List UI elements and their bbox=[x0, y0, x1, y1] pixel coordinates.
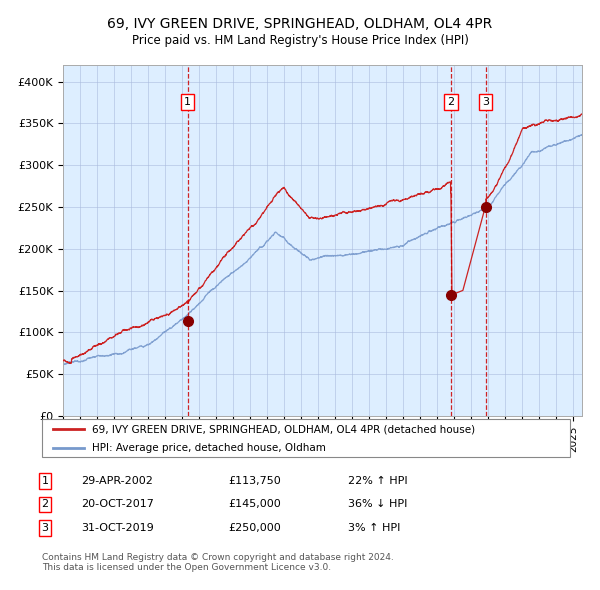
Text: 22% ↑ HPI: 22% ↑ HPI bbox=[348, 476, 407, 486]
Text: 1: 1 bbox=[184, 97, 191, 107]
Text: 1: 1 bbox=[41, 476, 49, 486]
Text: £113,750: £113,750 bbox=[228, 476, 281, 486]
Text: 20-OCT-2017: 20-OCT-2017 bbox=[81, 500, 154, 509]
Text: 2: 2 bbox=[41, 500, 49, 509]
Text: 69, IVY GREEN DRIVE, SPRINGHEAD, OLDHAM, OL4 4PR (detached house): 69, IVY GREEN DRIVE, SPRINGHEAD, OLDHAM,… bbox=[92, 424, 475, 434]
Text: £250,000: £250,000 bbox=[228, 523, 281, 533]
Text: 3% ↑ HPI: 3% ↑ HPI bbox=[348, 523, 400, 533]
Text: Contains HM Land Registry data © Crown copyright and database right 2024.: Contains HM Land Registry data © Crown c… bbox=[42, 553, 394, 562]
Text: 3: 3 bbox=[482, 97, 489, 107]
Text: Price paid vs. HM Land Registry's House Price Index (HPI): Price paid vs. HM Land Registry's House … bbox=[131, 34, 469, 47]
Text: 2: 2 bbox=[448, 97, 455, 107]
Text: £145,000: £145,000 bbox=[228, 500, 281, 509]
FancyBboxPatch shape bbox=[42, 419, 570, 457]
Text: This data is licensed under the Open Government Licence v3.0.: This data is licensed under the Open Gov… bbox=[42, 563, 331, 572]
Text: 69, IVY GREEN DRIVE, SPRINGHEAD, OLDHAM, OL4 4PR: 69, IVY GREEN DRIVE, SPRINGHEAD, OLDHAM,… bbox=[107, 17, 493, 31]
Text: 29-APR-2002: 29-APR-2002 bbox=[81, 476, 153, 486]
Text: 31-OCT-2019: 31-OCT-2019 bbox=[81, 523, 154, 533]
Text: 3: 3 bbox=[41, 523, 49, 533]
Text: HPI: Average price, detached house, Oldham: HPI: Average price, detached house, Oldh… bbox=[92, 442, 326, 453]
Text: 36% ↓ HPI: 36% ↓ HPI bbox=[348, 500, 407, 509]
